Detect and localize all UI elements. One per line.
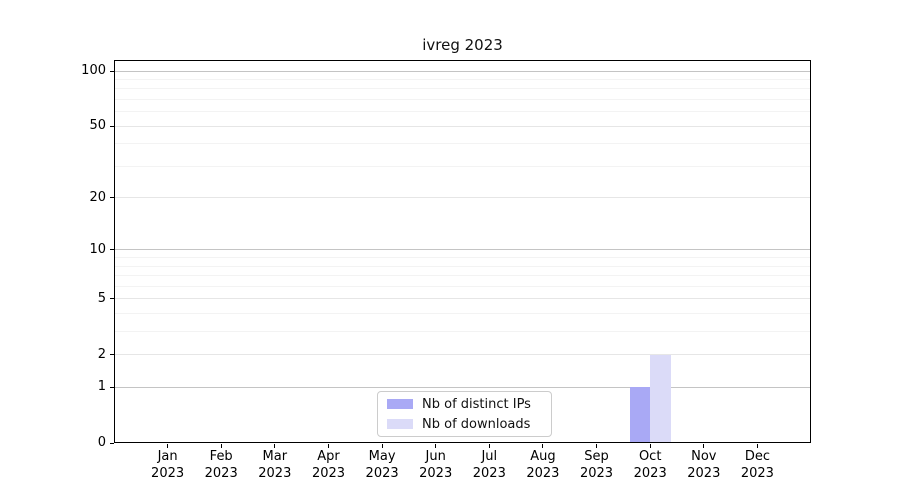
gridline (115, 257, 810, 258)
x-tick-year: 2023 (687, 466, 721, 481)
x-tick-year: 2023 (579, 466, 614, 481)
y-tick (110, 354, 114, 355)
bar (629, 387, 651, 443)
legend-swatch-distinct-ips (387, 399, 413, 409)
y-tick-label: 1 (97, 379, 106, 395)
x-tick-month: Aug (530, 449, 556, 464)
x-tick (756, 444, 758, 448)
x-tick-label: Dec 2023 (725, 448, 789, 482)
y-tick (110, 249, 114, 251)
gridline (115, 354, 810, 355)
x-tick-month: Mar (262, 449, 288, 464)
x-tick-label: Mar 2023 (243, 448, 307, 482)
y-tick-label: 5 (97, 290, 106, 306)
x-tick-label: Sep 2023 (565, 448, 629, 482)
y-tick-label: 2 (97, 346, 106, 362)
x-tick-label: Jun 2023 (404, 448, 468, 482)
x-tick-year: 2023 (419, 466, 453, 481)
x-tick-month: Jun (425, 449, 446, 464)
x-tick-month: Dec (744, 449, 770, 464)
x-tick-year: 2023 (526, 466, 560, 481)
gridline (115, 88, 810, 90)
gridline (115, 143, 810, 145)
x-tick-month: Apr (317, 449, 340, 464)
x-tick-year: 2023 (311, 466, 346, 481)
x-tick-label: Feb 2023 (189, 448, 253, 482)
y-tick-label: 0 (97, 435, 106, 450)
x-tick-label: Aug 2023 (511, 448, 575, 482)
gridline (115, 386, 810, 388)
x-tick-label: Oct 2023 (618, 448, 682, 482)
y-tick (110, 442, 114, 444)
x-tick-label: Apr 2023 (297, 448, 361, 482)
bar (650, 354, 671, 443)
x-tick-label: Jan 2023 (136, 448, 200, 482)
y-tick (110, 70, 114, 72)
y-tick (110, 298, 114, 300)
x-tick-month: Jul (481, 449, 498, 464)
y-tick (110, 125, 114, 127)
x-tick (488, 444, 490, 448)
legend: Nb of distinct IPs Nb of downloads (377, 391, 552, 437)
x-tick-year: 2023 (633, 466, 667, 481)
y-tick-label: 10 (89, 241, 106, 257)
x-tick-year: 2023 (151, 466, 185, 481)
gridline (115, 111, 810, 113)
chart-title: ivreg 2023 (422, 36, 503, 54)
x-tick (381, 444, 383, 448)
gridline (115, 197, 810, 199)
x-tick-month: Oct (638, 449, 662, 464)
gridline (115, 312, 810, 314)
legend-label: Nb of distinct IPs (422, 396, 531, 412)
x-tick (220, 444, 222, 448)
gridline (115, 79, 810, 81)
gridline (115, 125, 810, 127)
x-tick-month: Sep (584, 449, 609, 464)
x-tick-month: Nov (691, 449, 717, 464)
y-tick-label: 20 (89, 189, 106, 205)
y-tick-label: 50 (89, 118, 106, 134)
gridline (115, 265, 810, 267)
x-tick (649, 444, 651, 448)
gridline (115, 99, 810, 101)
x-tick (542, 444, 544, 448)
x-tick-label: Jul 2023 (457, 448, 521, 482)
x-tick-year: 2023 (740, 466, 774, 481)
legend-item-downloads: Nb of downloads (387, 417, 542, 432)
y-tick (110, 386, 114, 388)
x-tick-month: Feb (209, 449, 233, 464)
x-tick (435, 444, 437, 448)
x-tick-label: May 2023 (350, 448, 414, 482)
gridline (115, 70, 810, 72)
x-tick-year: 2023 (472, 466, 506, 481)
gridline (115, 275, 810, 276)
x-tick (328, 444, 329, 448)
x-tick (596, 444, 597, 448)
gridline (115, 298, 810, 300)
gridline (115, 165, 810, 167)
y-tick (110, 197, 114, 199)
x-tick (167, 444, 169, 448)
gridline (115, 285, 810, 287)
legend-label: Nb of downloads (422, 416, 531, 432)
gridline (115, 249, 810, 251)
plot-frame (114, 60, 811, 443)
legend-item-distinct-ips: Nb of distinct IPs (387, 397, 542, 412)
x-tick-year: 2023 (204, 466, 238, 481)
x-tick-month: May (368, 449, 396, 464)
x-tick (274, 444, 276, 448)
y-tick-label: 100 (81, 63, 106, 79)
x-tick-month: Jan (157, 449, 178, 464)
x-tick (703, 444, 705, 448)
gridline (115, 330, 810, 332)
legend-swatch-downloads (387, 419, 413, 429)
x-tick-year: 2023 (365, 466, 399, 481)
x-tick-label: Nov 2023 (672, 448, 736, 482)
x-tick-year: 2023 (258, 466, 292, 481)
